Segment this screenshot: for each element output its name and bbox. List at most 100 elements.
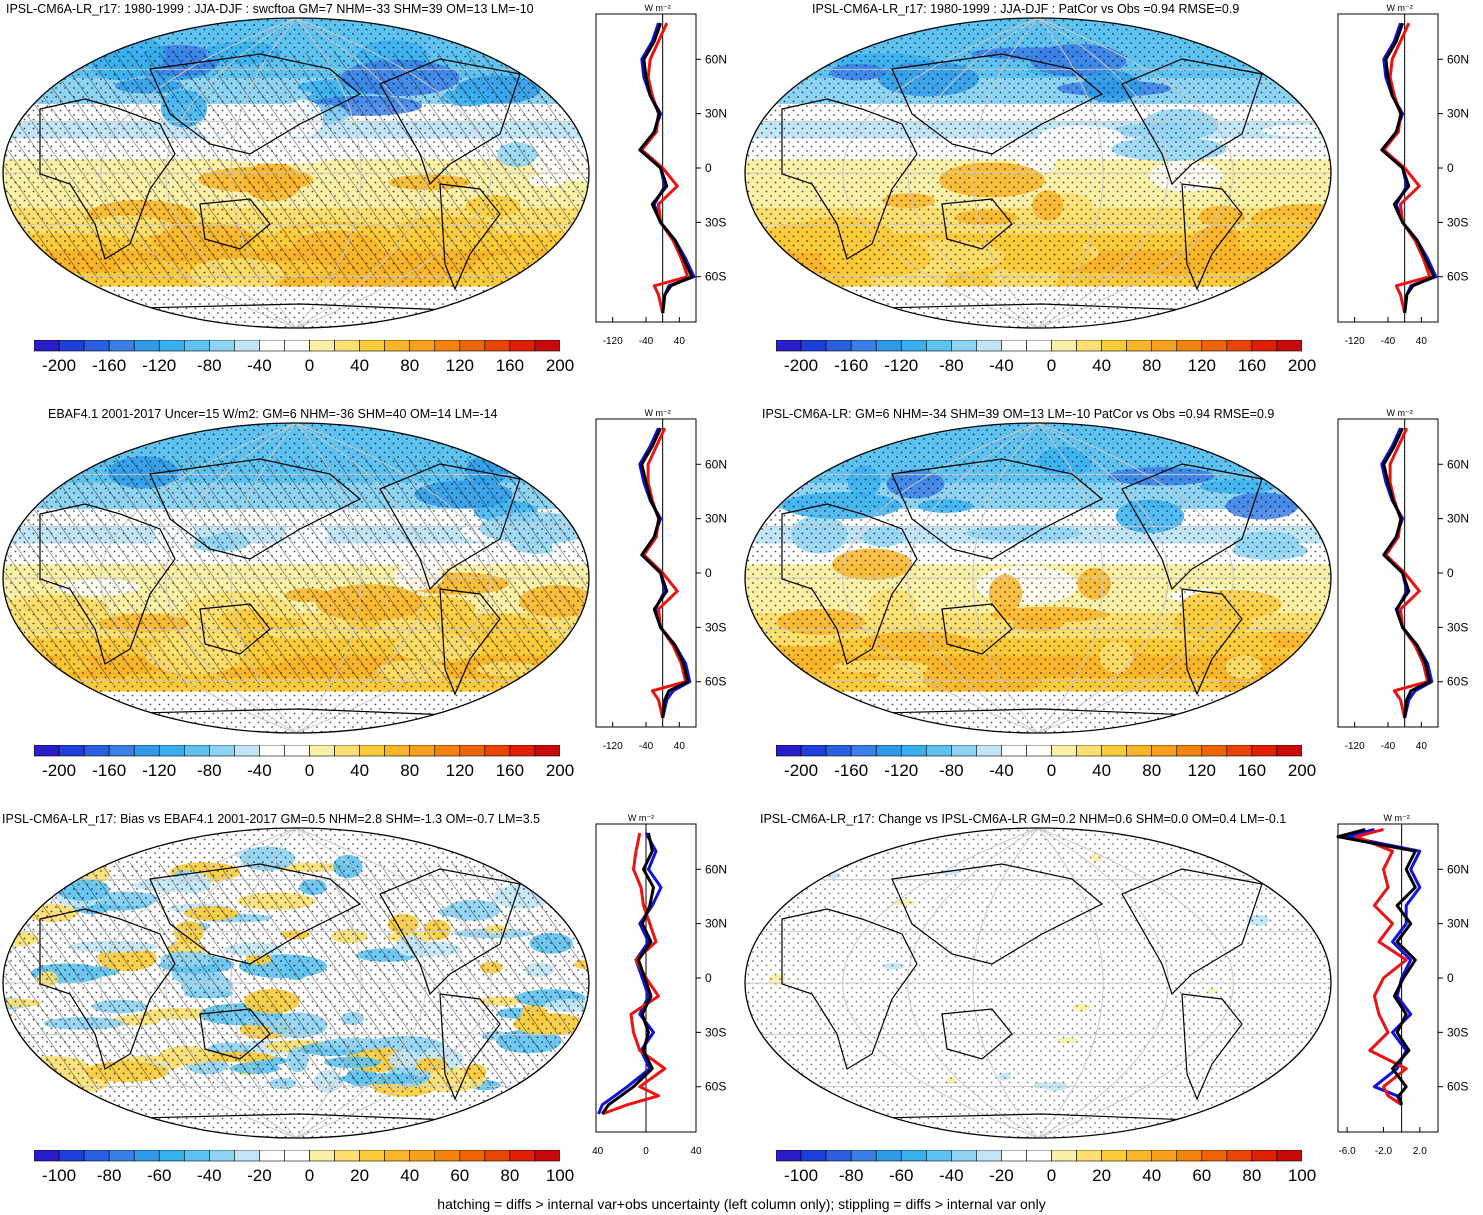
continent-outline — [379, 463, 521, 591]
x-tick-label: -40 — [1381, 336, 1396, 347]
colorbar-cell — [951, 340, 977, 352]
colorbar-cell — [925, 745, 952, 757]
colorbar-cell — [925, 340, 952, 352]
colorbar-tick-label: 40 — [350, 761, 370, 780]
graticule-meridian — [295, 828, 362, 1138]
colorbar-cell — [951, 1150, 977, 1162]
colorbar-tick-label: -200 — [784, 356, 819, 375]
colorbar-cell — [158, 745, 185, 757]
colorbar-cell — [459, 745, 486, 757]
graticule-meridian — [972, 828, 1039, 1138]
panel-title: IPSL-CM6A-LR_r17: 1980-1999 : JJA-DJF : … — [812, 2, 1240, 16]
panel-title: EBAF4.1 2001-2017 Uncer=15 W/m2: GM=6 NH… — [48, 407, 498, 421]
colorbar-cell — [1101, 340, 1127, 352]
panel-middle-left: EBAF4.1 2001-2017 Uncer=15 W/m2: GM=6 NH… — [0, 405, 741, 810]
graticule-meridian — [907, 828, 1039, 1138]
map-border — [2, 827, 590, 1139]
continent-outline — [379, 868, 521, 996]
colorbar-cell — [309, 1150, 335, 1162]
colorbar-cell — [509, 1150, 536, 1162]
colorbar-cell — [534, 340, 560, 352]
colorbar-cell — [1101, 745, 1127, 757]
colorbar-cell — [234, 1150, 260, 1162]
colorbar-cell — [34, 1150, 60, 1162]
continent-outline — [39, 98, 176, 260]
colorbar-tick-label: 40 — [1092, 761, 1112, 780]
colorbar-cell — [209, 745, 235, 757]
colorbar-cell — [1101, 1150, 1127, 1162]
zonal-frame — [1337, 823, 1439, 1133]
map-field — [3, 18, 589, 328]
continent-outline — [781, 908, 918, 1070]
x-tick-label: -40 — [639, 336, 654, 347]
x-tick-label: 40 — [690, 1146, 702, 1157]
graticule-meridian — [165, 423, 297, 733]
colorbar-cell — [509, 745, 536, 757]
continent-outline — [1121, 58, 1263, 186]
panel-title: IPSL-CM6A-LR_r17: 1980-1999 : JJA-DJF : … — [6, 2, 534, 16]
zonal-line-obs_red — [1354, 827, 1408, 1107]
colorbar-tick-label: -80 — [939, 356, 964, 375]
x-tick-label: -120 — [1345, 336, 1365, 347]
world-map — [744, 422, 1332, 734]
colorbar-tick-label: -60 — [888, 1166, 914, 1185]
colorbar-tick-label: -80 — [197, 356, 222, 375]
colorbar-tick-label: -80 — [939, 761, 964, 780]
zonal-frame — [595, 13, 697, 323]
colorbar-tick-label: 120 — [1187, 356, 1216, 375]
colorbar-cell — [900, 340, 927, 352]
zonal-line-obs_red — [1382, 22, 1432, 314]
lat-tick-label: 30S — [1447, 1025, 1468, 1039]
colorbar-cell — [1151, 340, 1178, 352]
colorbar-cell — [1051, 1150, 1077, 1162]
colorbar-cell — [334, 340, 360, 352]
map-border — [2, 422, 590, 734]
x-tick-label: 40 — [674, 336, 686, 347]
map-field — [3, 828, 589, 1138]
lat-tick-label: 30S — [705, 1025, 726, 1039]
lat-tick-label: 30S — [705, 620, 726, 634]
continent-outline — [941, 198, 1013, 250]
colorbar-cell — [976, 1150, 1002, 1162]
continent-outline — [941, 1008, 1013, 1060]
colorbar-cell — [209, 1150, 235, 1162]
colorbar-tick-label: 0 — [1046, 761, 1057, 780]
colorbar-cell — [976, 745, 1002, 757]
graticule-meridian — [295, 423, 492, 733]
colorbar-cell — [825, 1150, 852, 1162]
colorbar-tick-label: 40 — [1142, 1166, 1162, 1185]
panel-title: IPSL-CM6A-LR: GM=6 NHM=-34 SHM=39 OM=13 … — [762, 407, 1275, 421]
colorbar-tick-label: 120 — [445, 761, 474, 780]
lat-tick-label: 60N — [1447, 52, 1469, 66]
graticule-meridian — [1037, 423, 1234, 733]
lat-tick-label: 0 — [1447, 566, 1454, 580]
colorbar — [776, 745, 1302, 757]
x-tick-label: 40 — [1416, 336, 1428, 347]
colorbar-cell — [1001, 340, 1027, 352]
colorbar-tick-label: 200 — [1287, 356, 1317, 375]
colorbar-cell — [83, 1150, 110, 1162]
colorbar-cell — [83, 340, 110, 352]
colorbar-tick-label: 200 — [1287, 761, 1317, 780]
footer-caption: hatching = diffs > internal var+obs unce… — [437, 1196, 1046, 1212]
colorbar-tick-label: -100 — [42, 1166, 77, 1185]
zonal-line-model — [638, 22, 694, 314]
colorbar-cell — [108, 340, 135, 352]
colorbar-cell — [284, 1150, 310, 1162]
panel-top-left: IPSL-CM6A-LR_r17: 1980-1999 : JJA-DJF : … — [0, 0, 741, 405]
colorbar — [776, 340, 1302, 352]
colorbar-tick-label: -120 — [884, 356, 919, 375]
zonal-mean-plot: 60N 30N 0 30S 60S -120 -40 40 W m⁻² — [595, 3, 727, 347]
lat-tick-label: 30N — [1447, 917, 1469, 931]
colorbar-cell — [1201, 340, 1228, 352]
graticule-meridian — [165, 18, 297, 328]
colorbar-tick-label: -80 — [197, 761, 222, 780]
colorbar-cell — [409, 340, 436, 352]
colorbar-cell — [534, 1150, 560, 1162]
zonal-mean-plot: 60N 30N 0 30S 60S -6.0 -2.0 2.0 W m⁻² — [1336, 813, 1469, 1157]
panel-top-right: IPSL-CM6A-LR_r17: 1980-1999 : JJA-DJF : … — [742, 0, 1483, 405]
continent-outline — [891, 863, 1104, 965]
world-map — [2, 17, 590, 329]
zonal-line-obs_red — [640, 22, 690, 314]
colorbar-tick-label: 80 — [1242, 1166, 1262, 1185]
